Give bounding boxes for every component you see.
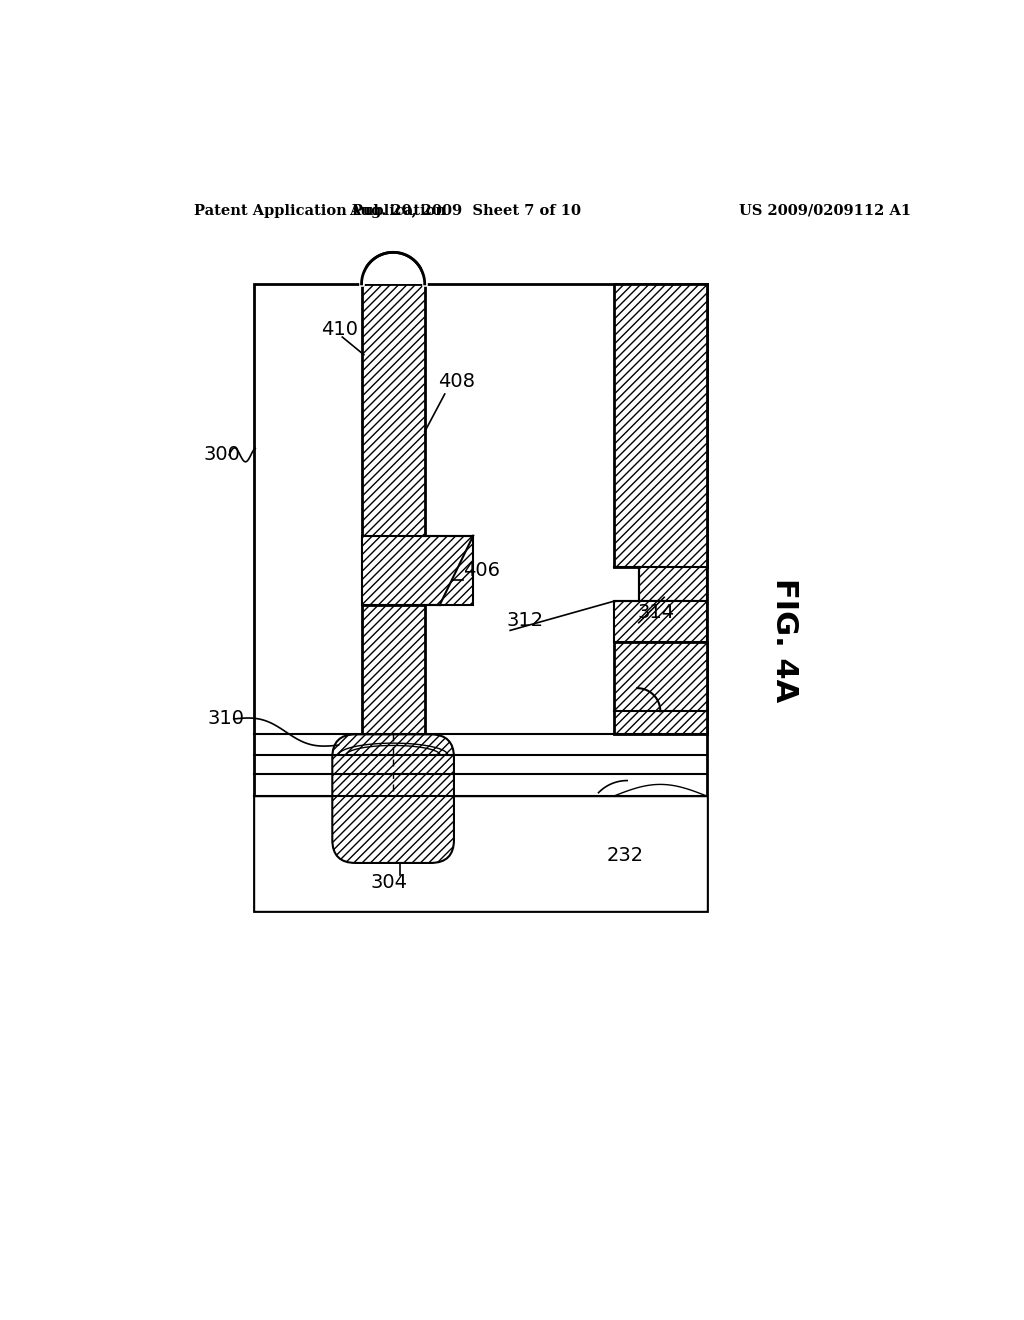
Text: 408: 408: [438, 372, 475, 391]
Bar: [361, 284, 425, 536]
Text: FIG. 4A: FIG. 4A: [770, 578, 799, 702]
Bar: [614, 642, 707, 734]
Text: 410: 410: [322, 319, 358, 339]
Bar: [254, 796, 707, 911]
Bar: [614, 284, 707, 566]
Bar: [361, 605, 425, 734]
Bar: [614, 601, 707, 642]
Bar: [254, 284, 707, 911]
Text: Patent Application Publication: Patent Application Publication: [194, 203, 445, 218]
Text: 312: 312: [506, 611, 544, 630]
FancyBboxPatch shape: [333, 734, 454, 863]
Text: 304: 304: [370, 873, 407, 892]
Text: 314: 314: [637, 603, 675, 622]
Text: 300: 300: [204, 445, 241, 465]
Bar: [639, 566, 707, 601]
Bar: [361, 536, 473, 605]
Bar: [361, 252, 425, 284]
Text: 232: 232: [606, 846, 643, 865]
Text: US 2009/0209112 A1: US 2009/0209112 A1: [739, 203, 911, 218]
Text: 310: 310: [208, 709, 245, 729]
Text: Aug. 20, 2009  Sheet 7 of 10: Aug. 20, 2009 Sheet 7 of 10: [349, 203, 582, 218]
Text: 406: 406: [463, 561, 500, 579]
